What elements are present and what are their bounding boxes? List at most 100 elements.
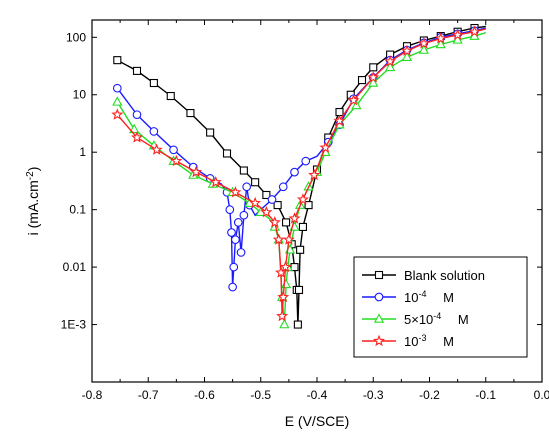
star-marker (272, 233, 285, 245)
y-axis-label: i (mA.cm-2) (25, 167, 42, 236)
legend-label: 10-3 M (404, 333, 454, 349)
square-marker (113, 56, 122, 65)
x-tick-label: -0.6 (194, 388, 215, 402)
star-marker (131, 131, 143, 143)
star-marker (434, 32, 447, 44)
triangle-marker (280, 278, 292, 289)
star-marker (417, 37, 430, 49)
legend-label-sup: -4 (433, 311, 441, 321)
star-marker (279, 260, 292, 273)
circle-marker (225, 205, 235, 214)
square-marker (251, 178, 260, 187)
star-marker (468, 25, 481, 37)
y-tick-label: 10 (73, 88, 87, 102)
star-marker (347, 94, 360, 106)
series-4 (111, 25, 486, 322)
legend-label-sup: -3 (418, 333, 426, 343)
legend-label: 10-4 M (404, 289, 454, 305)
circle-marker (169, 145, 178, 155)
legend-label: 5×10-4 M (404, 311, 469, 327)
star-marker (367, 71, 380, 83)
square-marker (304, 201, 313, 210)
legend-entry: 5×10-4 M (362, 311, 469, 327)
square-marker (273, 201, 282, 210)
circle-marker (278, 182, 288, 192)
x-tick-label: -0.2 (419, 388, 440, 402)
x-tick-label: -0.8 (82, 388, 103, 402)
star-marker (308, 168, 321, 181)
square-marker (294, 285, 304, 295)
triangle-marker (384, 61, 396, 72)
triangle-marker (129, 123, 140, 134)
star-marker (319, 141, 332, 153)
square-marker (166, 91, 175, 101)
star-marker (451, 28, 464, 41)
square-marker (290, 263, 299, 272)
star-marker (288, 212, 301, 224)
series-3 (112, 30, 487, 329)
star-marker (373, 334, 385, 347)
star-marker (190, 165, 203, 178)
square-marker (374, 270, 384, 280)
x-tick-label: -0.1 (475, 388, 496, 402)
star-marker (333, 114, 346, 127)
square-marker (206, 128, 215, 137)
circle-marker (236, 248, 246, 257)
square-marker (369, 63, 378, 72)
y-tick-label: 100 (66, 30, 86, 44)
square-marker (262, 190, 271, 200)
x-tick-label: -0.7 (138, 388, 159, 402)
square-marker (149, 78, 158, 88)
circle-marker (227, 228, 236, 237)
star-marker (170, 154, 183, 167)
star-marker (282, 233, 295, 245)
star-marker (401, 44, 413, 56)
y-tick-label: 0.01 (63, 260, 87, 274)
y-axis-label-sup: -2 (25, 171, 36, 180)
star-marker (268, 216, 281, 228)
legend-label-main: Blank solution (404, 268, 485, 283)
star-marker (275, 266, 287, 278)
circle-marker (233, 218, 243, 227)
circle-marker (112, 83, 122, 93)
circle-marker (239, 210, 249, 220)
legend-label-main: 10 (404, 334, 418, 349)
star-marker (384, 55, 397, 67)
square-marker (296, 245, 305, 254)
triangle-marker (418, 44, 430, 54)
x-tick-label: -0.5 (250, 388, 271, 402)
triangle-marker (373, 313, 385, 323)
legend-label-sup: -4 (418, 289, 426, 299)
triangle-marker (401, 51, 413, 61)
legend-label-main: 5×10 (404, 312, 433, 327)
y-tick-label: 0.1 (69, 203, 86, 217)
x-tick-label: -0.3 (363, 388, 384, 402)
circle-marker (301, 156, 311, 166)
triangle-marker (435, 38, 446, 49)
circle-marker (228, 282, 237, 292)
square-marker (357, 76, 367, 85)
circle-marker (290, 167, 299, 177)
circle-marker (374, 292, 384, 302)
square-marker (335, 107, 344, 117)
y-tick-label: 1 (79, 145, 86, 159)
circle-marker (242, 182, 252, 192)
square-marker (293, 320, 302, 329)
square-marker (186, 109, 195, 118)
star-marker (276, 309, 289, 322)
circle-marker (149, 127, 159, 136)
y-tick-label: 1E-3 (61, 318, 87, 332)
legend-label-unit: M (426, 290, 453, 305)
square-marker (222, 149, 232, 158)
triangle-marker (368, 77, 379, 87)
star-marker (260, 205, 273, 218)
triangle-marker (112, 96, 123, 106)
axis-ticks: -0.8 -0.7 -0.6 -0.5 -0.4 -0.3 -0.2 -0.1 0.010010… (61, 20, 549, 402)
star-marker (296, 193, 309, 205)
circle-marker (267, 195, 277, 204)
circle-marker (132, 110, 142, 120)
star-marker (249, 196, 262, 209)
legend-entry: Blank solution (362, 268, 485, 283)
